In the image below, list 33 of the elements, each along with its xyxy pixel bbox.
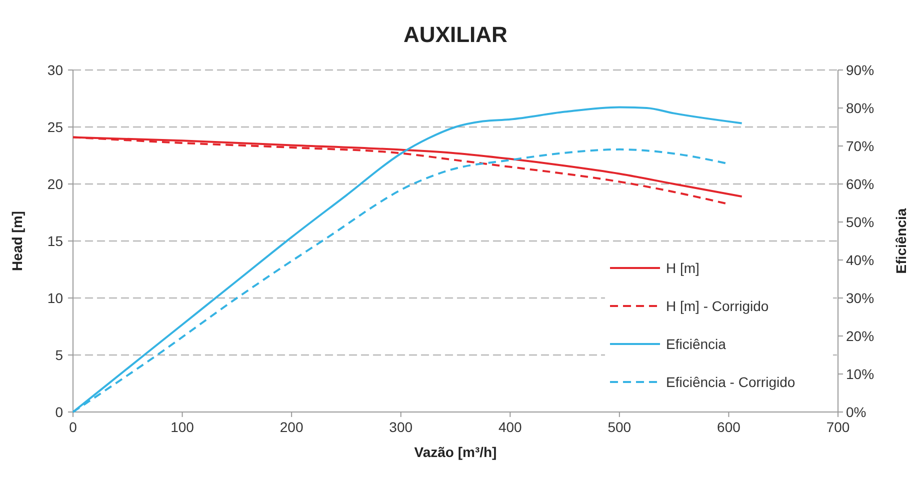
y-tick-label: 30 (47, 62, 64, 78)
y2-tick-label: 60% (846, 176, 874, 192)
y2-tick-label: 80% (846, 100, 874, 116)
x-tick-label: 100 (170, 419, 194, 435)
y-tick-label: 25 (47, 119, 64, 135)
y2-tick-label: 50% (846, 214, 874, 230)
legend-label: Eficiência - Corrigido (666, 374, 796, 390)
legend-label: H [m] (666, 260, 700, 276)
x-tick-label: 200 (280, 419, 304, 435)
y-tick-label: 15 (47, 233, 64, 249)
y2-tick-label: 30% (846, 290, 874, 306)
y-axis-title: Head [m] (9, 211, 25, 271)
y2-tick-label: 0% (846, 404, 866, 420)
x-tick-label: 400 (498, 419, 522, 435)
y2-tick-label: 70% (846, 138, 874, 154)
x-tick-label: 500 (608, 419, 632, 435)
y-tick-label: 10 (47, 290, 64, 306)
y-tick-label: 20 (47, 176, 64, 192)
y2-tick-label: 90% (846, 62, 874, 78)
y2-tick-label: 40% (846, 252, 874, 268)
legend-label: Eficiência (666, 336, 726, 352)
y2-tick-label: 10% (846, 366, 874, 382)
x-tick-label: 600 (717, 419, 741, 435)
legend-label: H [m] - Corrigido (666, 298, 769, 314)
x-tick-label: 700 (826, 419, 850, 435)
y2-tick-label: 20% (846, 328, 874, 344)
x-axis-title: Vazão [m³/h] (414, 444, 497, 460)
x-tick-label: 300 (389, 419, 413, 435)
y2-axis-title: Eficiência (893, 208, 909, 274)
y-tick-label: 5 (55, 347, 64, 363)
chart-title: AUXILIAR (404, 22, 508, 47)
x-tick-label: 0 (69, 419, 78, 435)
y-tick-label: 0 (55, 404, 64, 420)
